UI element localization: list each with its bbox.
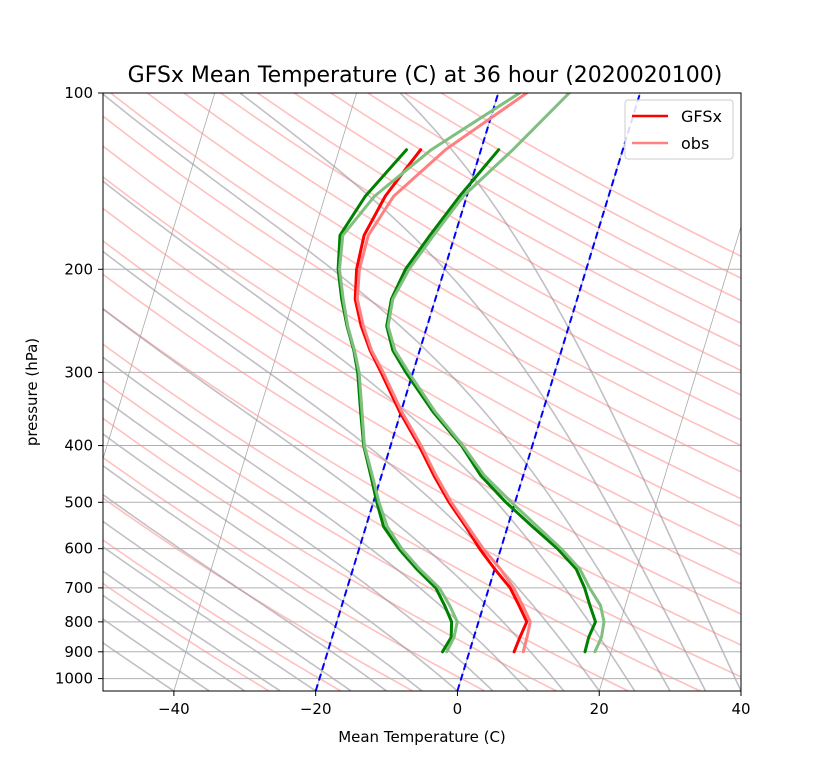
x-axis-ticks: −40 −20 0 20 40	[158, 691, 751, 718]
chart-title: GFSx Mean Temperature (C) at 36 hour (20…	[128, 63, 723, 88]
gfsx-temperature-line	[353, 148, 529, 654]
moist-adiabat-line	[103, 493, 388, 691]
dry-adiabat-line	[183, 93, 741, 421]
y-tick-label: 300	[64, 363, 93, 381]
y-tick-label: 400	[64, 437, 93, 455]
y-axis-ticks: 100 200 300 400 500 600 700 800 900 1000	[55, 84, 103, 688]
moist-adiabat-line	[103, 464, 423, 691]
isotherm-line	[173, 93, 357, 691]
legend-label-obs: obs	[681, 134, 709, 153]
y-axis-label: pressure (hPa)	[23, 338, 41, 446]
dry-adiabat-line	[103, 379, 629, 691]
moist-adiabat-line	[103, 93, 671, 691]
x-tick-label: 0	[453, 700, 463, 718]
y-tick-label: 700	[64, 579, 93, 597]
dry-adiabat-line	[257, 93, 741, 372]
dry-adiabat-line	[103, 115, 741, 500]
x-tick-label: 40	[731, 700, 750, 718]
x-tick-label: 20	[590, 700, 609, 718]
dry-adiabat-line	[103, 175, 741, 556]
y-tick-label: 900	[64, 643, 93, 661]
moist-adiabat-line	[103, 641, 175, 691]
dry-adiabat-line	[110, 93, 741, 473]
y-tick-label: 600	[64, 540, 93, 558]
obs-dewpoint-line	[386, 93, 606, 654]
y-tick-label: 200	[64, 260, 93, 278]
obs-dewpoint-line	[338, 93, 522, 654]
dry-adiabat-line	[330, 93, 741, 325]
moist-adiabat-line	[103, 520, 352, 691]
moist-adiabat-line	[103, 618, 210, 691]
moist-adiabat-line	[239, 93, 707, 691]
moist-adiabat-line	[399, 93, 741, 691]
x-tick-label: −40	[158, 700, 190, 718]
moist-adiabat-line	[103, 545, 317, 691]
dry-adiabat-line	[103, 417, 557, 691]
legend: GFSx obs	[624, 99, 734, 160]
reference-dashed-line	[456, 93, 642, 691]
dry-adiabat-line	[103, 539, 342, 691]
dry-adiabat-line	[103, 145, 741, 528]
obs-line-line	[355, 93, 532, 654]
dry-adiabat-line	[146, 93, 741, 447]
pressure-gridlines	[103, 93, 741, 680]
moist-adiabat-line	[103, 570, 281, 691]
dry-adiabat-line	[220, 93, 741, 396]
moist-adiabat-line	[103, 308, 565, 691]
y-tick-label: 100	[64, 84, 93, 102]
background-lines	[103, 93, 741, 691]
dry-adiabat-line	[103, 273, 741, 646]
y-tick-label: 1000	[55, 670, 93, 688]
y-tick-label: 800	[64, 613, 93, 631]
x-axis-label: Mean Temperature (C)	[338, 728, 506, 746]
moist-adiabat-line	[103, 356, 529, 691]
data-series	[336, 93, 606, 654]
isotherm-line	[103, 93, 216, 461]
y-tick-label: 500	[64, 493, 93, 511]
dry-adiabat-line	[103, 239, 741, 615]
dry-adiabat-line	[103, 582, 270, 691]
dry-adiabat-line	[103, 307, 741, 678]
x-tick-label: −20	[300, 700, 332, 718]
dry-adiabat-line	[103, 456, 485, 691]
legend-label-gfsx: GFSx	[681, 107, 722, 126]
moist-adiabat-line	[103, 180, 636, 691]
plot-frame	[102, 92, 742, 692]
gfsx-dewpoint-line	[385, 148, 597, 654]
isotherm-line	[598, 225, 741, 691]
dry-adiabat-line	[103, 343, 701, 691]
dry-adiabat-line	[293, 93, 741, 348]
isotherm-line	[740, 689, 741, 691]
moist-adiabat-line	[103, 594, 246, 691]
dry-adiabat-line	[103, 497, 414, 691]
moist-adiabat-line	[103, 433, 458, 691]
dry-adiabat-line	[103, 207, 741, 585]
